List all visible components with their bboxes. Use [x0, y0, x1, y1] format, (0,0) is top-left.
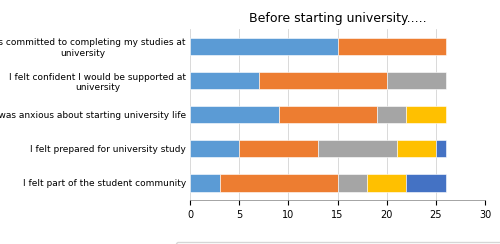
Bar: [190, 140, 239, 157]
Bar: [406, 106, 446, 123]
Bar: [436, 140, 446, 157]
Bar: [220, 174, 338, 192]
Bar: [367, 174, 406, 192]
Bar: [396, 140, 436, 157]
Bar: [190, 174, 220, 192]
Bar: [190, 72, 259, 89]
Bar: [318, 140, 396, 157]
Bar: [338, 174, 367, 192]
Bar: [239, 140, 318, 157]
Bar: [190, 38, 338, 55]
Bar: [406, 174, 446, 192]
Bar: [259, 72, 386, 89]
Bar: [377, 106, 406, 123]
Legend: Strongly agree, Agree, Neutral, Disagree, Strongly disagree: Strongly agree, Agree, Neutral, Disagree…: [176, 242, 500, 244]
Bar: [338, 38, 446, 55]
Bar: [386, 72, 446, 89]
Bar: [190, 106, 278, 123]
Title: Before starting university.....: Before starting university.....: [248, 12, 426, 25]
Bar: [278, 106, 377, 123]
